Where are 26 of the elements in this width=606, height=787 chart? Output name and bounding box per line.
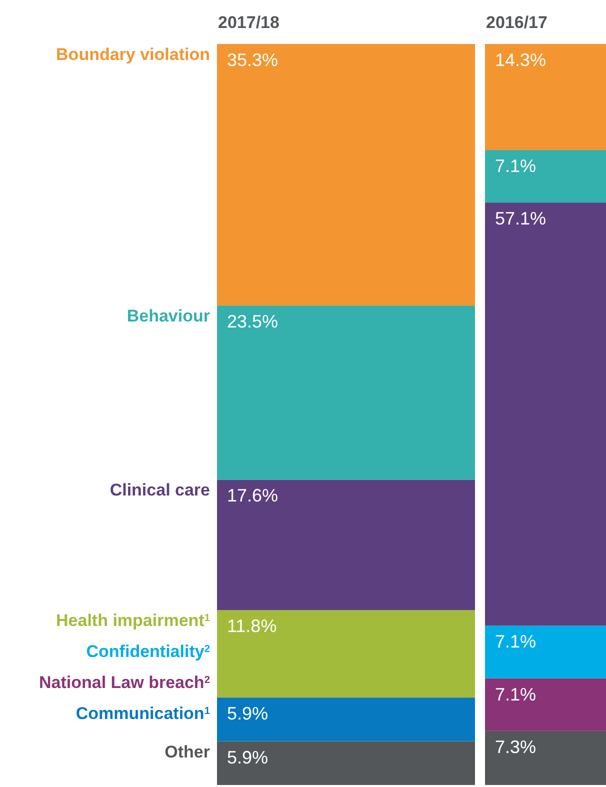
data-label: 57.1% <box>495 208 546 229</box>
x-tick-label: 2016/17 <box>486 13 548 32</box>
data-label: 35.3% <box>227 50 278 70</box>
text: National Law breach$^{2}$ <box>39 673 210 692</box>
series-label: Other <box>164 742 210 762</box>
data-label: 7.1% <box>495 684 536 704</box>
series-label: Health impairment$^{1}$ <box>56 611 210 630</box>
series-label: Boundary violation <box>56 45 210 64</box>
bar <box>217 610 475 698</box>
data-label: 5.9% <box>227 747 268 768</box>
series-label: Clinical care <box>110 480 210 500</box>
bar <box>485 678 606 731</box>
data-label: 7.1% <box>495 156 536 176</box>
data-label: 11.8% <box>227 616 277 636</box>
x-tick-label: 2017/18 <box>218 13 280 32</box>
data-label: 5.9% <box>227 704 268 724</box>
data-label: 14.3% <box>495 50 546 70</box>
data-label: 17.6% <box>227 486 278 506</box>
text: Confidentiality$^{2}$ <box>86 642 210 662</box>
data-label: 7.1% <box>495 632 536 652</box>
data-label: 23.5% <box>227 312 278 332</box>
series-label: Communication$^{1}$ <box>76 704 210 724</box>
data-label: 7.3% <box>495 736 536 757</box>
series-label: Behaviour <box>126 306 210 326</box>
bar <box>485 626 606 678</box>
bar <box>217 698 475 742</box>
